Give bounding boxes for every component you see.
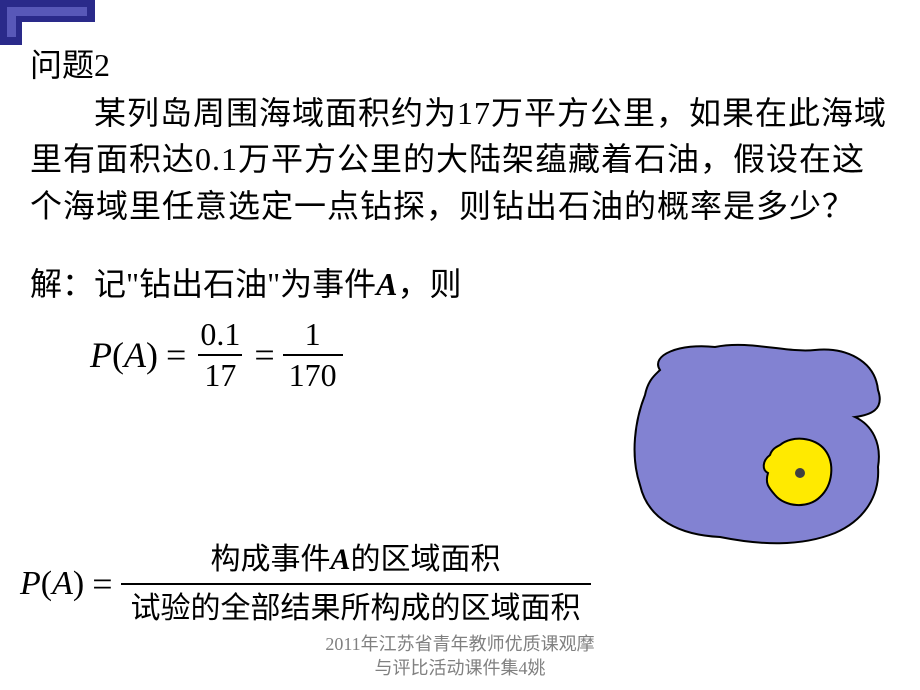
problem-title: 问题2 [30,40,890,86]
solution-intro: 解：记"钻出石油"为事件A，则 [30,259,890,305]
event-symbol: A [376,266,397,302]
frac2-denominator: 170 [283,354,343,393]
problem-statement: 某列岛周围海域面积约为17万平方公里，如果在此海域里有面积达0.1万平方公里的大… [30,90,890,229]
p-of-a-lhs-2: P(A) [20,565,84,603]
p-of-a-lhs: P(A) [90,334,158,376]
equals-2: = [254,334,274,376]
fraction-2: 1 170 [283,317,343,393]
frac2-numerator: 1 [299,317,327,354]
drill-point [795,468,805,478]
frac1-numerator: 0.1 [194,317,246,354]
fraction-general: 构成事件A的区域面积 试验的全部结果所构成的区域面积 [121,540,591,628]
island-diagram [620,335,890,555]
general-numerator: 构成事件A的区域面积 [201,540,511,583]
equals-3: = [92,563,112,605]
solution-prefix: 解：记"钻出石油"为事件 [30,266,376,302]
probability-formula-general: P(A) = 构成事件A的区域面积 试验的全部结果所构成的区域面积 [20,540,591,628]
fraction-1: 0.1 17 [194,317,246,393]
equals-1: = [166,334,186,376]
frac1-denominator: 17 [198,354,242,393]
footer-line-2: 与评比活动课件集4姚 [0,657,920,680]
solution-suffix: ，则 [397,266,461,302]
sea-region [635,345,880,543]
footer-line-1: 2011年江苏省青年教师优质课观摩 [0,633,920,656]
slide-footer: 2011年江苏省青年教师优质课观摩 与评比活动课件集4姚 [0,633,920,680]
general-denominator: 试验的全部结果所构成的区域面积 [121,583,591,628]
corner-decoration [0,0,95,45]
